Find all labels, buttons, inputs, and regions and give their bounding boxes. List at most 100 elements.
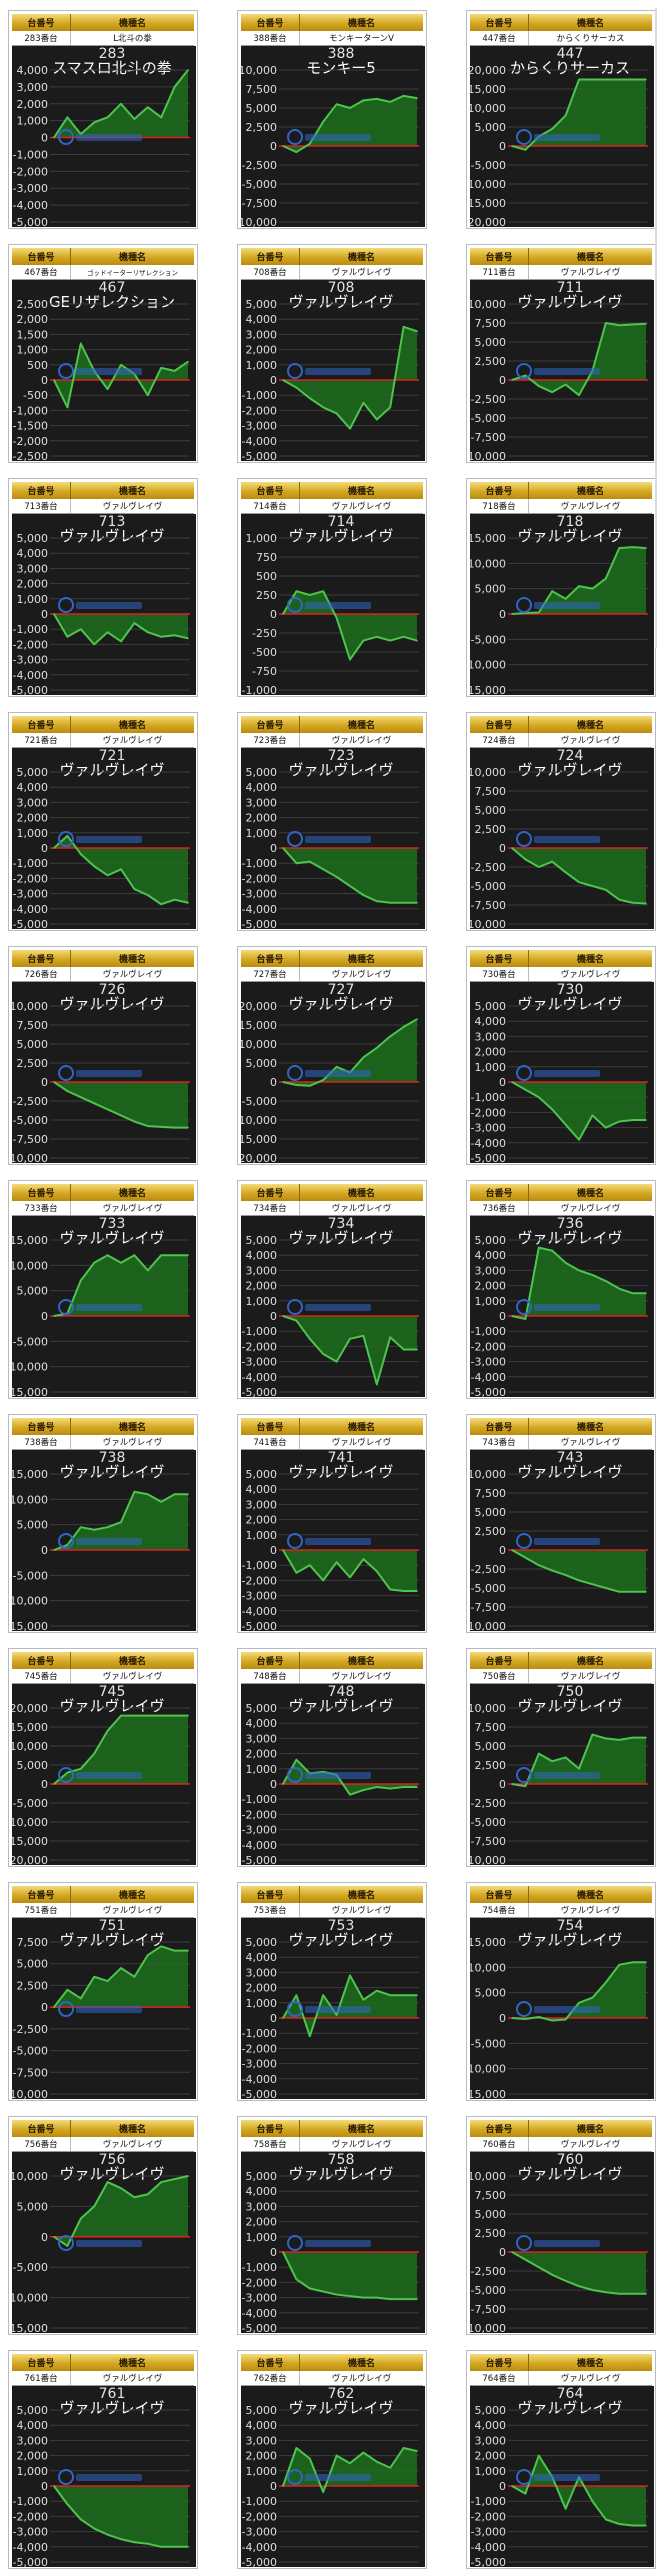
data-point — [160, 367, 162, 369]
machine-card[interactable]: 台番号 機種名 388番台 モンキーターンV 388 モンキー5 10,000 7,500 5,… — [237, 10, 427, 229]
y-tick-label: 5,000 — [475, 1234, 507, 1247]
graph-panel: 753 ヴァルヴレイヴ 5,000 4,000 3,000 2,000 1,000 0 -1,0… — [241, 1918, 425, 2099]
y-tick-label: -2,000 — [13, 872, 48, 885]
machine-info-row: 748番台 ヴァルヴレイヴ — [241, 1669, 423, 1684]
area-fill — [54, 2176, 188, 2246]
data-point — [93, 1975, 95, 1978]
machine-card[interactable]: 台番号 機種名 467番台 ゴッドイーターリザレクション 467 GEリザレクション 2,5… — [8, 244, 198, 463]
data-point — [160, 116, 162, 119]
y-tick-label: 2,500 — [17, 1979, 49, 1992]
machine-card[interactable]: 台番号 機種名 726番台 ヴァルヴレイヴ 726 ヴァルヴレイヴ 10,000 7,500 5… — [8, 946, 198, 1165]
y-tick-label: 500 — [256, 570, 277, 583]
machine-card[interactable]: 台番号 機種名 754番台 ヴァルヴレイヴ 754 ヴァルヴレイヴ 15,000 10,000… — [466, 1882, 656, 2101]
machine-card[interactable]: 台番号 機種名 758番台 ヴァルヴレイヴ 758 ヴァルヴレイヴ 5,000 4,000 3,… — [237, 2116, 427, 2335]
area-fill — [283, 1550, 417, 1592]
machine-card[interactable]: 台番号 機種名 738番台 ヴァルヴレイヴ 738 ヴァルヴレイヴ 15,000 10,000… — [8, 1414, 198, 1633]
machine-card[interactable]: 台番号 機種名 711番台 ヴァルヴレイヴ 711 ヴァルヴレイヴ 10,000 7,500 5… — [466, 244, 656, 463]
machine-card[interactable]: 台番号 機種名 733番台 ヴァルヴレイヴ 733 ヴァルヴレイヴ 15,000 10,000… — [8, 1180, 198, 1399]
header-machine-number: 台番号 — [470, 1886, 529, 1903]
data-point — [53, 136, 55, 139]
y-tick-label: -5,000 — [13, 684, 48, 695]
machine-card[interactable]: 台番号 機種名 743番台 ヴァルヴレイヴ 743 ヴァルヴレイヴ 10,000 7,500 5… — [466, 1414, 656, 1633]
y-tick-label: -1,000 — [242, 1793, 277, 1806]
data-point — [282, 145, 284, 147]
data-point — [282, 847, 284, 849]
data-point — [66, 835, 69, 837]
y-tick-label: -2,000 — [242, 1808, 277, 1821]
y-tick-label: -5,000 — [13, 2261, 48, 2274]
data-point — [282, 1081, 284, 1083]
machine-card[interactable]: 台番号 機種名 718番台 ヴァルヴレイヴ 718 ヴァルヴレイヴ 15,000 10,000… — [466, 478, 656, 697]
y-tick-label: 5,000 — [246, 1057, 278, 1070]
y-tick-label: -7,500 — [13, 2066, 48, 2079]
y-tick-label: 4,000 — [246, 1717, 278, 1730]
data-point — [133, 1254, 136, 1256]
chart-title-name: ヴァルヴレイヴ — [288, 1229, 393, 1247]
data-point — [53, 379, 55, 381]
machine-card[interactable]: 台番号 機種名 762番台 ヴァルヴレイヴ 762 ヴァルヴレイヴ 5,000 4,000 3,… — [237, 2350, 427, 2569]
data-point — [591, 587, 594, 590]
data-point — [362, 2296, 365, 2299]
machine-card[interactable]: 台番号 機種名 756番台 ヴァルヴレイヴ 756 ヴァルヴレイヴ 10,000 5,000 0… — [8, 2116, 198, 2335]
model-name: ヴァルヴレイヴ — [529, 733, 652, 747]
chart-title-name: ヴァルヴレイヴ — [517, 527, 622, 545]
machine-card[interactable]: 台番号 機種名 748番台 ヴァルヴレイヴ 748 ヴァルヴレイヴ 5,000 4,000 3,… — [237, 1648, 427, 1867]
y-tick-label: -1,000 — [13, 2495, 48, 2508]
machine-card[interactable]: 台番号 機種名 714番台 ヴァルヴレイヴ 714 ヴァルヴレイヴ 1,000 750 500 2… — [237, 478, 427, 697]
machine-card[interactable]: 台番号 機種名 727番台 ヴァルヴレイヴ 727 ヴァルヴレイヴ 20,000 15,000… — [237, 946, 427, 1165]
data-point — [618, 898, 620, 901]
header-model-name: 機種名 — [71, 1886, 194, 1903]
y-tick-label: -15,000 — [12, 1835, 48, 1848]
machine-card[interactable]: 台番号 機種名 283番台 L北斗の拳 283 スマスロ北斗の拳 4,000 3,000 2,0… — [8, 10, 198, 229]
y-tick-label: -2,000 — [242, 1340, 277, 1353]
y-tick-label: 7,500 — [17, 1936, 49, 1949]
model-name: ヴァルヴレイヴ — [71, 2371, 194, 2385]
machine-card[interactable]: 台番号 機種名 730番台 ヴァルヴレイヴ 730 ヴァルヴレイヴ 5,000 4,000 3,… — [466, 946, 656, 1165]
data-point — [631, 1292, 634, 1294]
machine-info-row: 738番台 ヴァルヴレイヴ — [12, 1435, 194, 1450]
chart-title-name: ヴァルヴレイヴ — [517, 995, 622, 1013]
graph-panel: 730 ヴァルヴレイヴ 5,000 4,000 3,000 2,000 1,000 0 -1,0… — [470, 982, 654, 1163]
data-point — [605, 78, 607, 81]
machine-card[interactable]: 台番号 機種名 751番台 ヴァルヴレイヴ 751 ヴァルヴレイヴ 7,500 5,000 2,… — [8, 1882, 198, 2101]
model-name: ヴァルヴレイヴ — [300, 499, 423, 513]
header-model-name: 機種名 — [529, 716, 652, 733]
machine-card[interactable]: 台番号 機種名 723番台 ヴァルヴレイヴ 723 ヴァルヴレイヴ 5,000 4,000 3,… — [237, 712, 427, 931]
y-tick-label: 0 — [499, 1076, 506, 1089]
data-point — [511, 379, 513, 381]
machine-card[interactable]: 台番号 機種名 741番台 ヴァルヴレイヴ 741 ヴァルヴレイヴ 5,000 4,000 3,… — [237, 1414, 427, 1633]
machine-card[interactable]: 台番号 機種名 734番台 ヴァルヴレイヴ 734 ヴァルヴレイヴ 5,000 4,000 3,… — [237, 1180, 427, 1399]
chart-title-number: 714 — [328, 514, 355, 530]
data-point — [591, 2289, 594, 2291]
data-point — [538, 1564, 540, 1566]
machine-card[interactable]: 台番号 機種名 745番台 ヴァルヴレイヴ 745 ヴァルヴレイヴ 20,000 15,000… — [8, 1648, 198, 1867]
machine-card[interactable]: 台番号 機種名 736番台 ヴァルヴレイヴ 736 ヴァルヴレイヴ 5,000 4,000 3,… — [466, 1180, 656, 1399]
machine-card[interactable]: 台番号 機種名 721番台 ヴァルヴレイヴ 721 ヴァルヴレイヴ 5,000 4,000 3,… — [8, 712, 198, 931]
y-tick-label: -4,000 — [471, 1137, 506, 1150]
machine-card[interactable]: 台番号 機種名 764番台 ヴァルヴレイヴ 764 ヴァルヴレイヴ 5,000 4,000 3,… — [466, 2350, 656, 2569]
y-tick-label: -7,500 — [242, 197, 277, 210]
machine-card[interactable]: 台番号 機種名 753番台 ヴァルヴレイヴ 753 ヴァルヴレイヴ 5,000 4,000 3,… — [237, 1882, 427, 2101]
machine-card[interactable]: 台番号 機種名 713番台 ヴァルヴレイヴ 713 ヴァルヴレイヴ 5,000 4,000 3,… — [8, 478, 198, 697]
table-header: 台番号 機種名 — [12, 1886, 194, 1903]
y-tick-label: -10,000 — [470, 450, 506, 461]
y-tick-label: 5,000 — [246, 102, 278, 115]
machine-number: 388番台 — [241, 31, 300, 45]
data-point — [416, 1590, 418, 1592]
chart-title-number: 727 — [328, 982, 355, 998]
scrollbar-track[interactable] — [655, 8, 657, 648]
machine-card[interactable]: 台番号 機種名 447番台 からくりサーカス 447 からくりサーカス 20,000 15,0… — [466, 10, 656, 229]
machine-card[interactable]: 台番号 機種名 750番台 ヴァルヴレイヴ 750 ヴァルヴレイヴ 10,000 7,500 5… — [466, 1648, 656, 1867]
machine-card[interactable]: 台番号 機種名 724番台 ヴァルヴレイヴ 724 ヴァルヴレイヴ 10,000 7,500 5… — [466, 712, 656, 931]
data-point — [511, 1081, 513, 1083]
machine-card[interactable]: 台番号 機種名 761番台 ヴァルヴレイヴ 761 ヴァルヴレイヴ 5,000 4,000 3,… — [8, 2350, 198, 2569]
machine-card[interactable]: 台番号 機種名 760番台 ヴァルヴレイヴ 760 ヴァルヴレイヴ 10,000 7,500 5… — [466, 2116, 656, 2335]
model-name: ヴァルヴレイヴ — [300, 1435, 423, 1449]
machine-card[interactable]: 台番号 機種名 708番台 ヴァルヴレイヴ 708 ヴァルヴレイヴ 5,000 4,000 3,… — [237, 244, 427, 463]
model-name: ヴァルヴレイヴ — [529, 967, 652, 981]
